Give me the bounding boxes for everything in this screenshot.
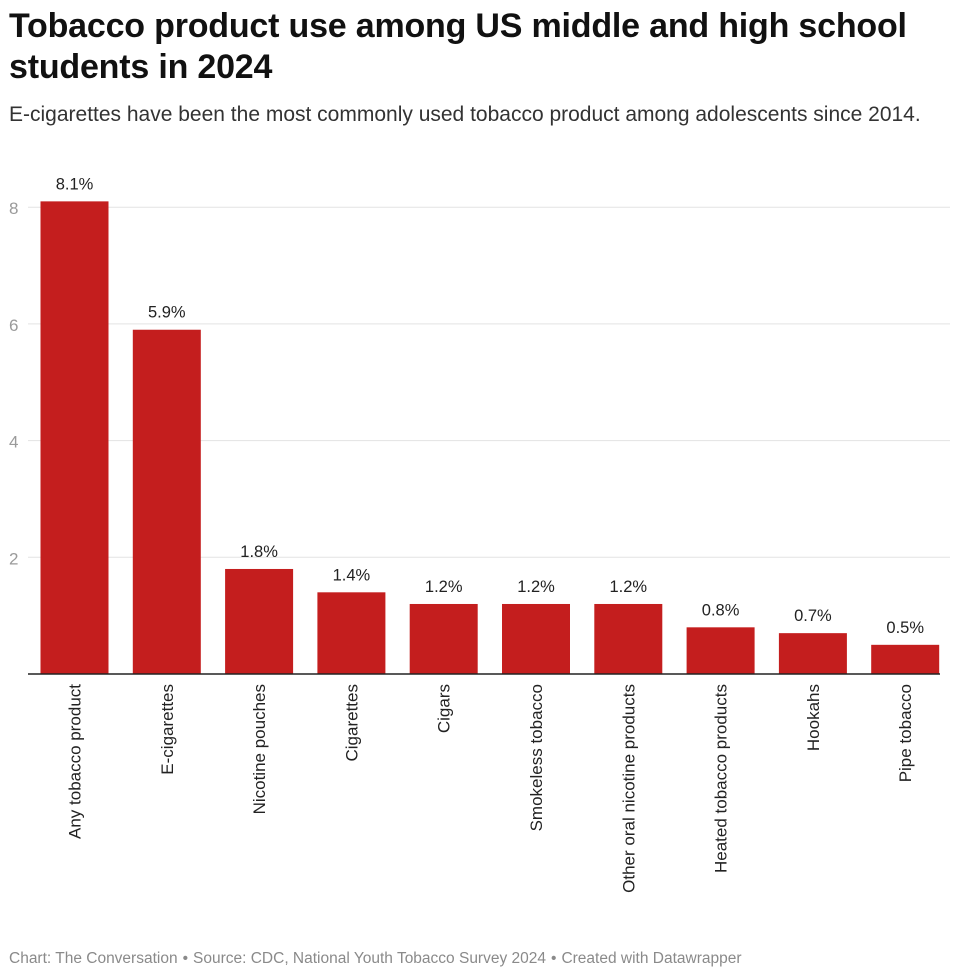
chart-credit: Chart: The Conversation	[9, 950, 178, 967]
data-label-pipe-tobacco: 0.5%	[886, 619, 924, 637]
x-tick-label-hookahs: Hookahs	[804, 684, 823, 751]
data-label-cigarettes: 1.4%	[333, 566, 371, 584]
x-tick-label-other-oral-nicotine-products: Other oral nicotine products	[619, 684, 638, 893]
x-tick-label-smokeless-tobacco: Smokeless tobacco	[527, 684, 546, 831]
footer-separator: •	[182, 950, 189, 967]
data-label-hookahs: 0.7%	[794, 607, 832, 625]
bars	[40, 201, 940, 675]
bar-smokeless-tobacco	[502, 603, 570, 674]
y-tick-label-4: 4	[9, 433, 18, 452]
y-tick-label-2: 2	[9, 549, 18, 568]
data-label-heated-tobacco-products: 0.8%	[702, 601, 740, 619]
x-tick-label-e-cigarettes: E-cigarettes	[158, 684, 177, 775]
bar-heated-tobacco-products	[686, 627, 755, 674]
x-axis-labels: Any tobacco product E-cigarettes Nicotine …	[66, 684, 916, 893]
chart-title: Tobacco product use among US middle and …	[9, 7, 907, 86]
data-label-any-tobacco-product: 8.1%	[56, 175, 94, 193]
x-tick-label-cigarettes: Cigarettes	[342, 684, 361, 761]
bar-chart: 2 4 6 8 8.1% 5.9% 1.8% 1.4% 1.2% 1.2% 1.2% 0.8% 0.7…	[9, 175, 950, 893]
y-tick-label-6: 6	[9, 316, 18, 335]
created-with: Created with Datawrapper	[561, 950, 742, 967]
bar-nicotine-pouches	[225, 568, 294, 674]
x-tick-label-cigars: Cigars	[435, 684, 454, 733]
y-tick-label-8: 8	[9, 199, 18, 218]
bar-other-oral-nicotine-products	[594, 603, 663, 674]
data-label-nicotine-pouches: 1.8%	[240, 543, 278, 561]
x-tick-label-heated-tobacco-products: Heated tobacco products	[712, 684, 731, 873]
data-labels: 8.1% 5.9% 1.8% 1.4% 1.2% 1.2% 1.2% 0.8% 0.7% 0.5%	[56, 175, 925, 636]
bar-e-cigarettes	[132, 329, 201, 674]
bar-any-tobacco-product	[40, 201, 109, 675]
chart-footer: Chart: The Conversation • Source: CDC, Nat…	[9, 950, 742, 968]
data-label-cigars: 1.2%	[425, 578, 463, 596]
bar-cigarettes	[317, 592, 386, 674]
data-label-other-oral-nicotine-products: 1.2%	[609, 578, 647, 596]
chart-subtitle: E-cigarettes have been the most commonly…	[9, 103, 921, 126]
footer-separator: •	[551, 950, 557, 967]
bar-hookahs	[778, 633, 847, 674]
x-tick-label-pipe-tobacco: Pipe tobacco	[896, 684, 915, 782]
bar-pipe-tobacco	[871, 644, 940, 674]
data-label-smokeless-tobacco: 1.2%	[517, 578, 555, 596]
bar-cigars	[409, 603, 478, 674]
x-tick-label-any-tobacco-product: Any tobacco product	[66, 684, 85, 839]
chart-source: Source: CDC, National Youth Tobacco Surv…	[193, 950, 547, 967]
data-label-e-cigarettes: 5.9%	[148, 304, 186, 322]
y-axis-ticks: 2 4 6 8	[9, 199, 18, 568]
x-tick-label-nicotine-pouches: Nicotine pouches	[250, 684, 269, 814]
